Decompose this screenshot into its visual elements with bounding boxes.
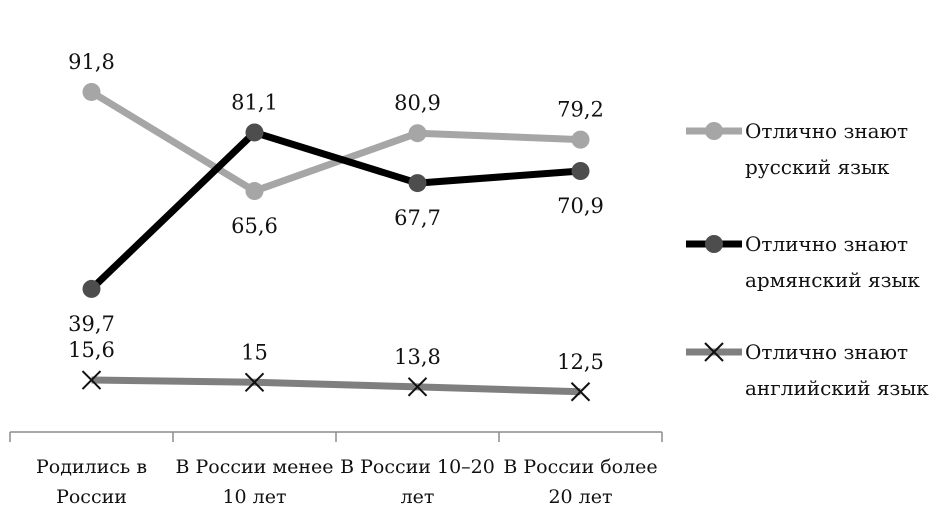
data-point xyxy=(244,372,265,393)
legend-marker xyxy=(705,235,723,253)
data-point xyxy=(407,377,428,397)
data-label: 65,6 xyxy=(231,214,278,238)
legend-label: Отлично знают xyxy=(745,340,908,364)
x-tick-label: В России более xyxy=(503,456,657,478)
data-label: 39,7 xyxy=(68,312,115,336)
data-label: 70,9 xyxy=(557,194,604,218)
x-tick-label: В России 10–20 xyxy=(340,456,495,478)
data-point xyxy=(408,174,427,193)
x-tick-label: 10 лет xyxy=(222,486,286,506)
x-tick-label: В России менее xyxy=(175,456,333,478)
data-label: 13,8 xyxy=(394,345,441,369)
data-point xyxy=(571,161,590,180)
data-label: 15,6 xyxy=(68,338,115,362)
data-label: 80,9 xyxy=(394,91,441,115)
data-point xyxy=(571,130,590,149)
data-point xyxy=(245,182,264,201)
data-label: 15 xyxy=(241,340,268,364)
data-point xyxy=(245,123,264,142)
data-label: 12,5 xyxy=(557,350,604,374)
legend-label: Отлично знают xyxy=(745,232,908,256)
data-point xyxy=(82,279,101,298)
x-tick-label: 20 лет xyxy=(548,486,612,506)
x-tick-label: лет xyxy=(401,486,435,506)
x-tick-label: Родились в xyxy=(36,456,147,478)
data-point xyxy=(408,124,427,143)
data-point xyxy=(81,370,102,390)
legend-label: английский язык xyxy=(745,376,929,400)
data-label: 91,8 xyxy=(68,50,115,74)
series-line xyxy=(89,89,581,195)
series-line xyxy=(89,128,581,292)
series-line xyxy=(91,376,581,396)
x-tick-label: России xyxy=(56,486,127,506)
data-point xyxy=(82,82,101,101)
legend-label: русский язык xyxy=(745,155,890,179)
data-label: 67,7 xyxy=(394,206,441,230)
legend-label: Отлично знают xyxy=(745,119,908,143)
data-label: 79,2 xyxy=(557,98,604,122)
legend-marker xyxy=(705,122,723,140)
legend-marker xyxy=(704,342,724,362)
legend-label: армянский язык xyxy=(745,268,920,292)
data-point xyxy=(570,382,591,402)
data-label: 81,1 xyxy=(231,90,278,114)
